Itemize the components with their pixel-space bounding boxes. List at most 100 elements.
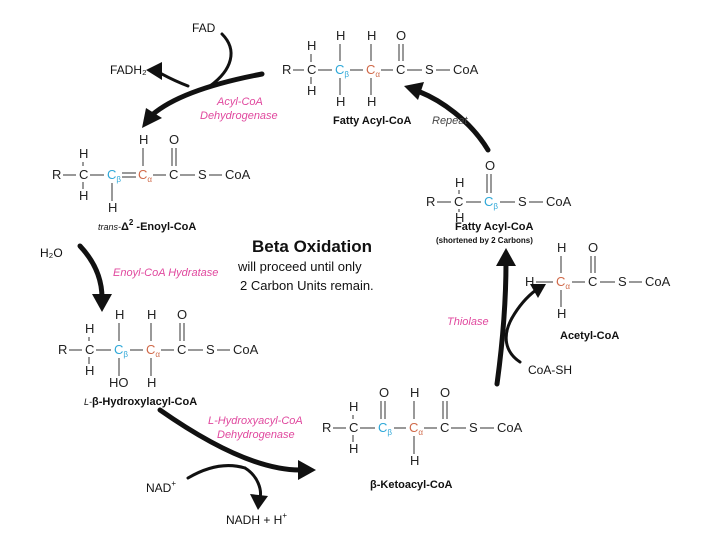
cofactor-nadh: NADH + H+ [226,511,287,527]
molecule-fatty-acyl-coa: R C H H Cβ H H Cα H H C O S CoA Fatty Ac… [282,28,479,127]
atom-r: R [52,167,61,182]
arrow-head [92,294,112,312]
arrow-head [146,62,162,80]
enzyme-hydratase: Enoyl-CoA Hydratase [113,267,218,279]
atom-h: H [115,307,124,322]
label-ketoacyl-coa: β-Ketoacyl-CoA [370,479,453,491]
atom-r: R [426,194,435,209]
center-caption: Beta Oxidation will proceed until only 2… [237,237,374,293]
enzyme-thiolase: Thiolase [447,316,489,328]
atom-coa: CoA [497,420,523,435]
subtitle-line-1: will proceed until only [237,259,362,274]
atom-h: H [557,240,566,255]
atom-h: H [147,307,156,322]
arrow-thiolase: CoA-SH Thiolase [447,248,572,387]
atom-s: S [198,167,207,182]
arrow-head [298,460,316,480]
atom-h: H [410,453,419,468]
enzyme-hydroxyacyl-line2: Dehydrogenase [217,429,295,441]
atom-c-beta: Cβ [335,62,349,79]
atom-c: C [396,62,405,77]
atom-c-beta: Cβ [378,420,392,437]
label-enoyl-coa: trans-Δ2 -Enoyl-CoA [98,218,196,233]
atom-s: S [518,194,527,209]
arrow-path [77,243,105,301]
label-acetyl-coa: Acetyl-CoA [560,330,619,342]
molecule-shortened-fatty-acyl-coa: R C H H Cβ O S CoA Fatty Acyl-CoA (short… [426,158,572,245]
atom-c-beta: Cβ [484,194,498,211]
atom-c-alpha: Cα [556,274,570,291]
molecule-hydroxyacyl-coa: R C H H Cβ H HO Cα H H C O S CoA L-β-Hyd… [58,307,259,408]
atom-h: H [525,274,534,289]
label-repeat: Repeat [432,115,468,127]
cofactor-fad: FAD [192,21,216,35]
atom-r: R [58,342,67,357]
atom-o: O [588,240,598,255]
arrow-head [496,248,516,266]
atom-h: H [79,146,88,161]
cofactor-arrow-fad [208,32,233,88]
atom-s: S [425,62,434,77]
atom-c: C [79,167,88,182]
atom-h: H [455,210,464,225]
atom-h: H [139,132,148,147]
atom-coa: CoA [233,342,259,357]
arrow-head [250,494,268,510]
atom-h: H [336,94,345,109]
arrow-head [530,284,546,298]
atom-h: H [455,175,464,190]
atom-h: H [367,94,376,109]
atom-h: H [147,375,156,390]
atom-h: H [349,399,358,414]
subtitle-line-2: 2 Carbon Units remain. [240,278,374,293]
atom-c: C [349,420,358,435]
atom-h: H [79,188,88,203]
atom-h: H [336,28,345,43]
atom-coa: CoA [225,167,251,182]
molecule-enoyl-coa: R C H H Cβ H Cα H C O S CoA trans-Δ2 -En… [52,132,251,233]
atom-o: O [396,28,406,43]
arrow-path [157,407,303,473]
arrow-hydratase: H₂O Enoyl-CoA Hydratase [40,243,218,312]
arrow-head [142,108,162,128]
atom-o: O [177,307,187,322]
enzyme-acyl-coa-line1: Acyl-CoA [216,96,263,108]
label-shortened-note: (shortened by 2 Carbons) [436,236,533,245]
cofactor-fadh2: FADH₂ [110,63,147,77]
arrow-path [494,259,509,387]
atom-ho: HO [109,375,129,390]
arrow-hydroxyacyl-dehydrogenase: NAD+ NADH + H+ L-Hydroxyacyl-CoA Dehydro… [146,407,316,527]
atom-o: O [379,385,389,400]
arrow-dehydrogenase: FAD FADH₂ Acyl-CoA Dehydrogenase [110,21,278,128]
atom-c: C [177,342,186,357]
atom-r: R [282,62,291,77]
arrow-head [404,82,424,100]
atom-coa: CoA [453,62,479,77]
cofactor-arrow-coash [504,316,522,364]
atom-h: H [410,385,419,400]
atom-c: C [169,167,178,182]
molecule-ketoacyl-coa: R C H H Cβ O Cα H H C O S CoA β-Ketoacyl… [322,385,523,491]
label-hydroxyacyl-coa: L-β-Hydroxylacyl-CoA [84,396,197,408]
atom-c: C [440,420,449,435]
atom-h: H [85,363,94,378]
diagram-title: Beta Oxidation [252,237,372,256]
atom-o: O [440,385,450,400]
cofactor-h2o: H₂O [40,246,63,260]
cofactor-arrow-nadh [243,466,262,500]
atom-coa: CoA [546,194,572,209]
molecule-acetyl-coa: H Cα H H C O S CoA Acetyl-CoA [525,240,671,342]
atom-o: O [169,132,179,147]
enzyme-hydroxyacyl-line1: L-Hydroxyacyl-CoA [208,415,303,427]
atom-h: H [85,321,94,336]
cofactor-coash: CoA-SH [528,363,572,377]
atom-c: C [307,62,316,77]
enzyme-acyl-coa-line2: Dehydrogenase [200,110,278,122]
atom-h: H [108,200,117,215]
atom-h: H [349,441,358,456]
arrow-path [417,89,491,153]
atom-c-alpha: Cα [146,342,160,359]
atom-r: R [322,420,331,435]
